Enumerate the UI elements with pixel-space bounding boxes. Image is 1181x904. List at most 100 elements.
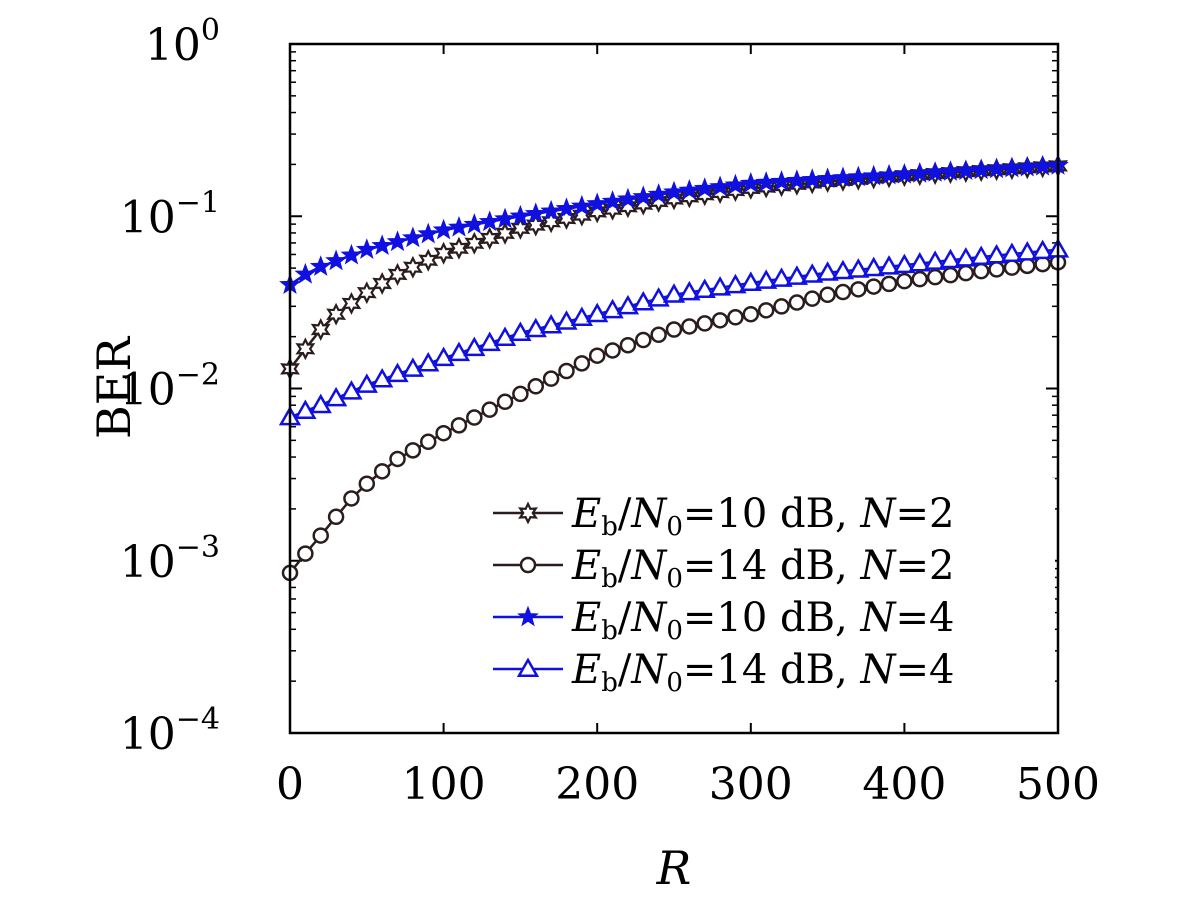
data-point [785,265,809,285]
legend-part-n: 4 [929,647,954,693]
data-point [665,321,683,338]
y-tick-base: 10 [120,537,176,588]
data-point [573,355,591,372]
data-point [294,399,317,420]
data-point [803,290,821,307]
legend-part-sub1: b [601,616,618,646]
legend-part-n: 2 [929,543,954,589]
data-point [463,213,486,234]
data-point [926,268,944,286]
data-point [681,318,698,335]
legend-marker [517,605,539,627]
data-point [494,207,516,229]
data-point [923,250,947,270]
data-point [341,291,362,315]
legend-part-var1: E [571,543,601,589]
data-point [356,281,377,305]
legend-part-var3: N [859,647,897,693]
legend-part-slash: / [618,543,632,589]
legend-entry-2: Eb/N0=14 dB, N=2 [493,543,954,594]
y-tick-base: 10 [120,709,176,760]
data-point [662,283,686,303]
data-point [586,302,609,323]
legend-box [470,478,1055,703]
data-point [616,294,640,315]
data-point [632,291,655,311]
x-tick-label: 200 [555,759,639,810]
data-point [309,255,332,276]
plot-frame [288,42,1060,735]
data-point [816,261,839,281]
legend-label: Eb/N0=10 dB, N=4 [571,595,954,646]
y-tick-label: 10−3 [120,530,220,588]
legend-part-sub2: 0 [666,616,683,646]
legend-part-var3: N [859,543,897,589]
data-point [355,238,378,259]
data-point [509,204,532,226]
data-point [647,183,670,204]
data-point [371,367,394,388]
data-point [678,280,701,301]
data-point [862,256,885,277]
data-point [343,490,360,507]
y-tick-label: 10−2 [120,358,220,416]
data-point [877,255,901,275]
legend-part-var2: N [630,647,668,693]
data-point [632,185,655,207]
legend-part-eq2: = [895,543,929,589]
series-3 [279,154,1069,295]
data-point [294,262,317,284]
data-point [402,255,423,279]
data-point [770,267,793,287]
data-point [555,310,578,330]
data-point [586,192,609,214]
y-tick-exponent: −3 [176,530,220,565]
data-point [401,357,425,377]
legend-part-eq2: = [895,491,929,537]
data-point [954,247,977,267]
data-point [358,475,376,492]
legend-part-eq2: = [895,647,929,693]
data-point [650,326,667,344]
x-tick-label: 400 [862,759,946,810]
legend-part-slash: / [618,595,632,641]
data-point [727,309,744,326]
y-tick-exponent: −2 [176,358,220,393]
data-point [295,337,316,361]
data-point [448,215,470,237]
y-tick-exponent: −4 [176,702,220,737]
series-2 [281,254,1067,582]
legend-part-sub1: b [601,512,618,542]
y-tick-label: 10−4 [120,702,220,760]
data-point [571,203,592,227]
legend-part-value: 10 dB, [716,595,860,641]
legend-part-var3: N [859,491,897,537]
legend-part-slash: / [618,647,632,693]
y-tick-base: 10 [120,192,176,243]
legend-part-sub1: b [601,564,618,594]
data-point [834,283,852,301]
data-point [831,259,855,280]
data-point [633,192,654,216]
data-point [635,331,652,349]
legend-part-var1: E [571,595,601,641]
data-point [847,258,870,278]
legend-part-value: 14 dB, [716,647,860,693]
data-point [510,216,531,240]
data-point [386,230,409,252]
legend-part-n: 2 [929,491,954,537]
data-point [648,190,669,214]
x-tick-label: 500 [1016,759,1100,810]
data-point [449,236,469,260]
data-point [371,234,394,255]
data-point [939,248,962,269]
legend-part-sub1: b [601,668,618,698]
series-4 [278,238,1070,426]
legend-part-var2: N [630,491,668,537]
data-point [478,210,501,232]
data-point [479,226,500,250]
data-point [310,318,331,342]
data-point [355,373,378,393]
data-point [1031,239,1054,260]
data-point [850,281,867,298]
